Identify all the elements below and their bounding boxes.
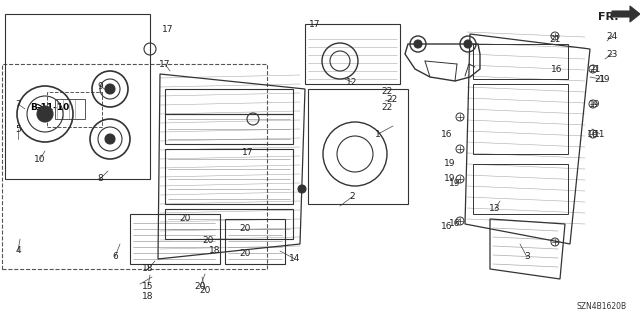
Bar [5,14,150,179]
Text: 24: 24 [606,32,618,41]
Bar [225,219,285,264]
Bar [473,84,568,154]
Circle shape [414,40,422,48]
Bar [55,99,85,119]
Bar [165,89,293,114]
Circle shape [298,185,306,193]
Text: 6: 6 [112,253,118,262]
Text: 1: 1 [375,130,381,138]
Text: 20: 20 [202,236,214,246]
Text: SZN4B1620B: SZN4B1620B [577,302,627,311]
Text: 20: 20 [179,214,191,224]
Bar [165,209,293,239]
Text: 13: 13 [489,204,500,213]
Text: 21: 21 [589,64,601,73]
Text: 20: 20 [239,225,251,234]
Bar [305,24,400,84]
Text: 22: 22 [381,102,392,112]
Text: 21: 21 [595,75,605,84]
Circle shape [464,40,472,48]
Text: 19: 19 [449,180,461,189]
Text: 2: 2 [349,192,355,202]
Text: 17: 17 [309,19,321,28]
Circle shape [37,106,53,122]
Text: 16: 16 [588,130,599,138]
Text: 15: 15 [142,283,154,292]
Text: 16: 16 [441,130,452,138]
Bar [130,214,220,264]
Bar [165,114,293,144]
Text: 19: 19 [599,75,611,84]
Text: 17: 17 [159,60,171,69]
Text: 23: 23 [606,49,618,58]
Text: 20: 20 [239,249,251,258]
Text: 16: 16 [449,219,461,228]
Text: 19: 19 [589,100,601,108]
Text: 19: 19 [444,174,456,183]
Text: 4: 4 [15,247,21,256]
Text: FR.: FR. [598,12,618,22]
Bar [308,89,408,204]
Text: 14: 14 [289,255,301,263]
Text: 12: 12 [346,78,358,86]
Text: 8: 8 [97,174,103,183]
Text: 20: 20 [199,286,211,295]
Text: B-11-10: B-11-10 [30,102,69,112]
Circle shape [105,84,115,94]
Bar [473,44,568,79]
Text: 18: 18 [142,264,154,273]
Text: 21: 21 [549,34,561,43]
Bar [165,149,293,204]
Bar [2,64,267,269]
Text: 5: 5 [15,124,21,133]
Text: 11: 11 [594,130,605,138]
Text: 19: 19 [444,160,456,168]
Text: 16: 16 [441,222,452,232]
Text: 17: 17 [163,25,173,33]
Text: 20: 20 [195,283,205,292]
Text: 18: 18 [209,247,221,256]
Bar [473,164,568,214]
Polygon shape [612,6,640,22]
Text: 17: 17 [243,147,253,157]
Text: 22: 22 [387,94,397,103]
Bar [47,92,102,127]
Text: 16: 16 [551,64,563,73]
Text: 10: 10 [35,154,45,164]
Text: 9: 9 [97,81,103,91]
Circle shape [105,134,115,144]
Text: 22: 22 [381,86,392,95]
Text: 18: 18 [142,293,154,301]
Text: 3: 3 [524,253,530,262]
Text: 7: 7 [15,100,21,108]
